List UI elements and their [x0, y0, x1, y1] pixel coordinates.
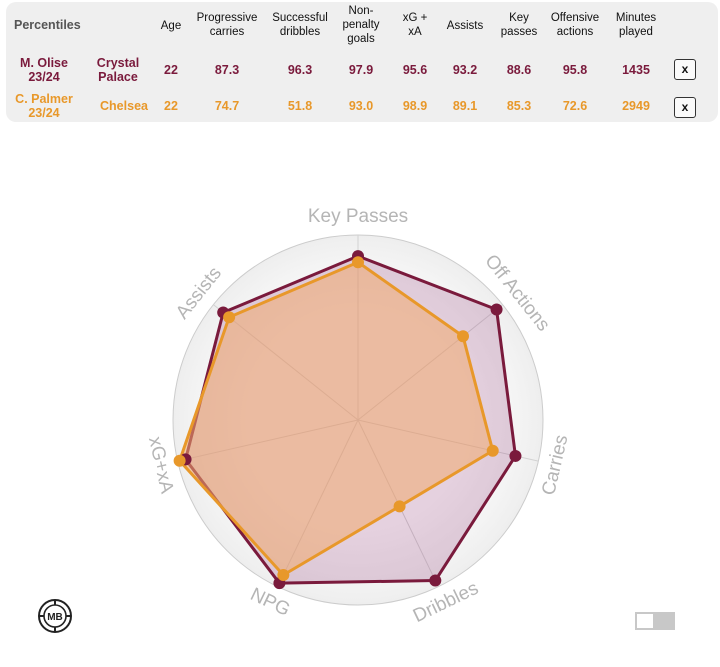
- display-toggle[interactable]: [635, 612, 675, 630]
- row1-progressive-carries: 87.3: [214, 63, 240, 77]
- row2-minutes-played: 2949: [622, 99, 650, 113]
- header-assists: Assists: [446, 20, 484, 32]
- row2-player: C. Palmer 23/24: [15, 92, 73, 120]
- header-offensive-actions: Offensive actions: [550, 12, 600, 38]
- point-palmer-5[interactable]: [173, 454, 186, 467]
- row1-player: M. Olise 23/24: [20, 56, 68, 84]
- row1-key-passes: 88.6: [506, 63, 532, 77]
- axis-label-0: Key Passes: [308, 206, 408, 227]
- header-xg-xa: xG + xA: [402, 12, 428, 38]
- row1-offensive-actions: 95.8: [562, 63, 588, 77]
- logo-text: MB: [47, 612, 63, 623]
- series-area-palmer: [178, 260, 495, 577]
- row2-remove-button[interactable]: x: [674, 97, 696, 118]
- row1-minutes-played: 1435: [622, 63, 650, 77]
- point-palmer-0[interactable]: [352, 256, 364, 269]
- mb-logo-icon: MB: [38, 599, 72, 633]
- row2-key-passes: 85.3: [506, 99, 532, 113]
- point-palmer-4[interactable]: [277, 569, 290, 582]
- row1-team: Crystal Palace: [96, 56, 140, 84]
- row2-progressive-carries: 74.7: [214, 99, 240, 113]
- header-minutes-played: Minutes played: [615, 12, 657, 38]
- row2-non-penalty-goals: 93.0: [348, 99, 374, 113]
- row2-offensive-actions: 72.6: [562, 99, 588, 113]
- toggle-knob[interactable]: [637, 614, 653, 628]
- row2-age: 22: [164, 99, 178, 113]
- point-palmer-1[interactable]: [457, 330, 470, 343]
- row2-assists: 89.1: [452, 99, 478, 113]
- header-progressive-carries: Progressive carries: [196, 12, 258, 38]
- row1-xg-xa: 95.6: [402, 63, 428, 77]
- point-palmer-6[interactable]: [223, 311, 236, 324]
- row2-xg-xa: 98.9: [402, 99, 428, 113]
- row1-age: 22: [164, 63, 178, 77]
- header-key-passes: Key passes: [500, 12, 538, 38]
- point-palmer-2[interactable]: [486, 444, 499, 457]
- row1-non-penalty-goals: 97.9: [348, 63, 374, 77]
- table-title: Percentiles: [14, 18, 81, 32]
- row1-remove-button[interactable]: x: [674, 59, 696, 80]
- row1-assists: 93.2: [452, 63, 478, 77]
- percentiles-table: Percentiles Age Progressive carries Succe…: [6, 2, 718, 122]
- point-olise-3[interactable]: [429, 574, 442, 587]
- row2-successful-dribbles: 51.8: [287, 99, 313, 113]
- point-palmer-3[interactable]: [393, 500, 406, 513]
- row1-successful-dribbles: 96.3: [287, 63, 313, 77]
- point-olise-2[interactable]: [509, 449, 522, 462]
- axis-label-2: Carries: [538, 433, 572, 497]
- header-non-penalty-goals: Non-penalty goals: [342, 5, 380, 45]
- point-olise-1[interactable]: [490, 303, 503, 316]
- row2-team: Chelsea: [100, 99, 148, 113]
- header-successful-dribbles: Successful dribbles: [272, 12, 328, 38]
- axis-label-5: xG+xA: [144, 435, 177, 496]
- header-age: Age: [160, 20, 182, 32]
